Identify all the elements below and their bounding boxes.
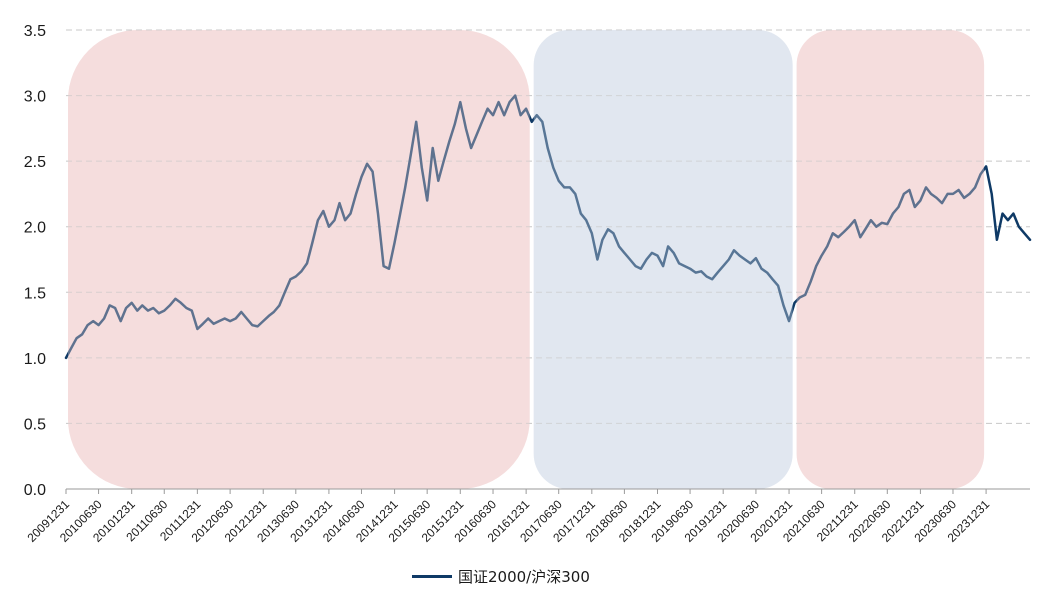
legend-line-swatch	[412, 575, 452, 578]
series-lines	[64, 30, 1032, 489]
y-tick-label: 3.5	[24, 23, 46, 40]
series-line-1	[64, 94, 1032, 360]
y-tick-label: 1.5	[24, 285, 46, 302]
gridlines	[66, 29, 1030, 424]
y-tick-label: 2.0	[24, 220, 46, 237]
regime-overlay-2	[533, 30, 793, 489]
legend-label: 国证2000/沪深300	[458, 568, 590, 586]
regime-region-1	[68, 30, 530, 489]
regime-region-2	[533, 30, 793, 489]
y-tick-label: 0.5	[24, 416, 46, 433]
y-tick-label: 0.0	[24, 482, 46, 499]
legend: 国证2000/沪深300	[412, 566, 590, 587]
y-tick-label: 3.0	[24, 89, 46, 106]
regime-overlay-3	[796, 30, 985, 489]
regime-overlay-1	[68, 30, 530, 489]
y-tick-label: 2.5	[24, 154, 46, 171]
regime-region-3	[796, 30, 985, 489]
y-tick-label: 1.0	[24, 351, 46, 368]
regime-regions	[68, 30, 985, 489]
